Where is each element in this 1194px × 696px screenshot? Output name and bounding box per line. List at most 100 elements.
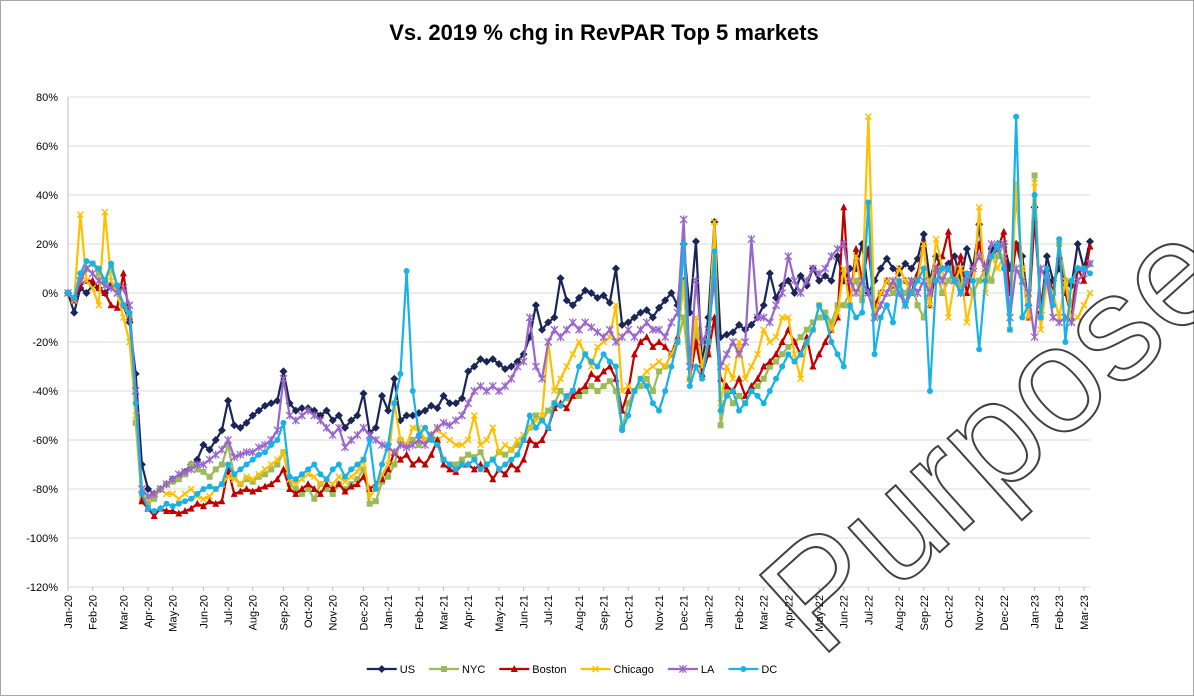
marker — [796, 289, 805, 297]
marker — [957, 290, 964, 296]
marker — [193, 460, 202, 469]
marker — [482, 387, 491, 395]
marker — [686, 383, 693, 390]
marker — [372, 486, 379, 492]
marker — [168, 475, 177, 484]
marker — [65, 290, 71, 296]
marker — [101, 208, 109, 216]
marker — [470, 387, 479, 395]
marker — [445, 421, 454, 430]
y-tick-label: 0% — [42, 288, 58, 300]
legend-item: Boston — [499, 664, 567, 676]
marker — [612, 301, 620, 309]
marker — [145, 500, 152, 507]
marker — [717, 422, 724, 429]
marker — [334, 411, 343, 420]
marker — [914, 277, 921, 284]
x-tick-label: Aug-21 — [574, 595, 586, 630]
marker — [563, 362, 571, 371]
marker — [402, 443, 411, 452]
marker — [525, 313, 534, 322]
marker — [834, 309, 842, 317]
marker — [932, 264, 941, 273]
marker — [187, 504, 195, 512]
marker — [722, 350, 731, 359]
marker — [408, 411, 417, 420]
marker — [581, 286, 590, 295]
marker — [403, 450, 411, 458]
marker — [661, 342, 669, 350]
marker — [630, 350, 638, 358]
marker — [206, 497, 214, 505]
marker — [816, 302, 823, 309]
marker — [297, 411, 306, 420]
marker — [766, 338, 774, 346]
marker — [1056, 236, 1063, 243]
marker — [323, 486, 330, 492]
marker — [1080, 301, 1088, 309]
marker — [636, 308, 645, 317]
marker — [1062, 339, 1069, 345]
marker — [292, 489, 300, 497]
marker — [840, 363, 847, 370]
marker — [329, 485, 337, 492]
marker — [335, 480, 343, 488]
marker — [802, 276, 811, 285]
marker — [544, 338, 553, 346]
marker — [1068, 302, 1075, 309]
marker — [279, 374, 288, 383]
marker — [741, 391, 749, 399]
x-tick-label: Feb-22 — [734, 595, 746, 630]
marker — [661, 362, 669, 371]
marker — [205, 455, 214, 464]
marker — [576, 363, 582, 370]
marker — [378, 461, 385, 468]
x-tick-label: May-22 — [814, 595, 826, 632]
marker — [728, 328, 737, 337]
marker — [273, 456, 281, 464]
marker — [581, 382, 589, 390]
marker — [735, 350, 744, 359]
marker — [575, 387, 583, 394]
marker — [360, 456, 367, 463]
marker — [211, 436, 220, 444]
marker — [205, 445, 214, 454]
marker — [255, 470, 263, 478]
marker — [938, 276, 947, 285]
marker — [655, 303, 664, 312]
marker — [175, 509, 183, 517]
marker — [588, 358, 595, 365]
marker — [446, 436, 454, 444]
marker — [119, 269, 127, 277]
marker — [428, 437, 435, 443]
marker — [347, 436, 356, 444]
grid: -120% -100% -80% -60% -40% -20% 0% 20% 40% 60% 80%… — [26, 92, 1091, 632]
marker — [888, 264, 897, 273]
marker — [316, 480, 324, 488]
marker — [624, 387, 632, 394]
marker — [919, 230, 928, 239]
marker — [562, 296, 571, 305]
marker — [1067, 318, 1076, 327]
legend-label: Boston — [532, 664, 566, 676]
marker — [206, 473, 213, 480]
marker — [722, 330, 731, 339]
marker — [957, 264, 965, 273]
x-tick-label: Oct-20 — [303, 595, 315, 628]
marker — [279, 448, 288, 456]
marker — [243, 485, 251, 492]
marker — [1080, 276, 1088, 284]
marker — [845, 276, 854, 285]
marker — [298, 485, 306, 492]
marker — [907, 264, 916, 273]
marker — [723, 362, 731, 371]
marker — [920, 240, 928, 248]
x-tick-label: Dec-21 — [679, 595, 691, 630]
marker — [476, 355, 485, 364]
marker — [477, 466, 484, 473]
marker — [211, 450, 220, 459]
marker — [70, 308, 79, 317]
marker — [268, 441, 275, 448]
marker — [538, 325, 547, 334]
marker — [409, 388, 416, 394]
